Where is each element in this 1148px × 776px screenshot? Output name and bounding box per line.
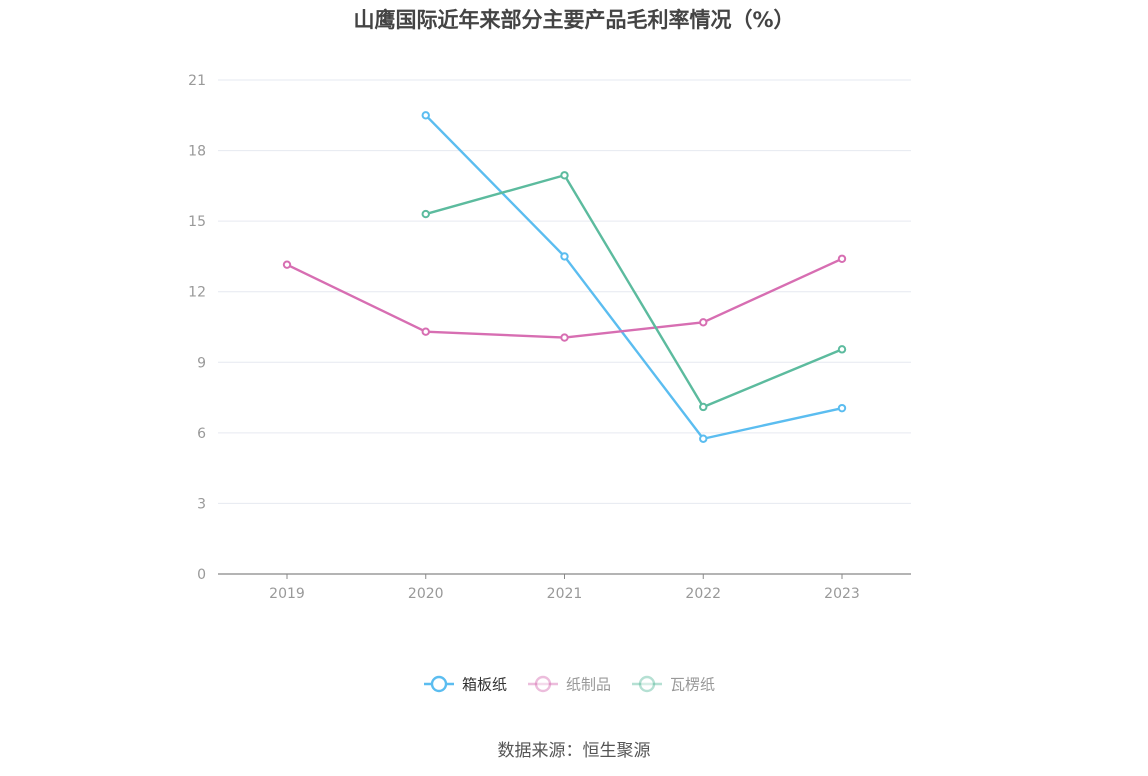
axis-layer: 0 3 6 9 12 15 18 21 2019 2020 2021 2022 2023: [188, 73, 911, 602]
series-layer: [282, 111, 847, 443]
y-tick-label: 15: [188, 214, 206, 230]
y-tick-label: 18: [188, 144, 206, 160]
x-tick-label: 2020: [408, 586, 444, 602]
series-group: [421, 171, 847, 412]
data-point[interactable]: [699, 318, 708, 327]
data-point[interactable]: [421, 327, 430, 336]
x-tick-label: 2019: [269, 586, 305, 602]
legend-label: 纸制品: [566, 676, 611, 694]
legend-marker-icon: [534, 675, 552, 693]
series-line: [424, 114, 843, 440]
data-point[interactable]: [837, 345, 847, 354]
y-tick-label: 0: [197, 567, 206, 583]
source-note: 数据来源：恒生聚源: [497, 741, 651, 761]
legend[interactable]: 箱板纸 纸制品 瓦楞纸: [424, 676, 715, 694]
data-point[interactable]: [560, 171, 569, 180]
y-tick-label: 12: [188, 285, 206, 301]
legend-label: 瓦楞纸: [670, 676, 715, 694]
legend-item[interactable]: 纸制品: [528, 676, 611, 694]
legend-item[interactable]: 瓦楞纸: [632, 676, 715, 694]
data-point[interactable]: [699, 434, 708, 443]
data-point[interactable]: [837, 403, 847, 413]
legend-item[interactable]: 箱板纸: [424, 676, 507, 694]
grid-layer: [218, 79, 911, 504]
data-point[interactable]: [421, 209, 430, 219]
data-point[interactable]: [560, 252, 569, 261]
series-line: [286, 257, 843, 339]
x-tick-label: 2023: [824, 586, 860, 602]
data-point[interactable]: [837, 254, 847, 263]
legend-marker-icon: [430, 675, 448, 693]
y-tick-label: 9: [197, 355, 206, 371]
x-tick-label: 2022: [685, 586, 721, 602]
series-line: [425, 174, 843, 409]
legend-marker-icon: [638, 675, 656, 693]
data-point[interactable]: [282, 260, 292, 269]
y-tick-label: 6: [197, 426, 206, 442]
y-tick-label: 3: [197, 496, 206, 512]
data-point[interactable]: [560, 333, 569, 342]
y-tick-label: 21: [188, 73, 206, 89]
data-point[interactable]: [421, 111, 430, 120]
data-point[interactable]: [699, 402, 708, 412]
series-group: [421, 111, 847, 443]
chart-title: 山鹰国际近年来部分主要产品毛利率情况（%）: [353, 8, 795, 32]
x-tick-label: 2021: [547, 586, 583, 602]
series-group: [282, 254, 847, 342]
legend-label: 箱板纸: [462, 676, 507, 694]
